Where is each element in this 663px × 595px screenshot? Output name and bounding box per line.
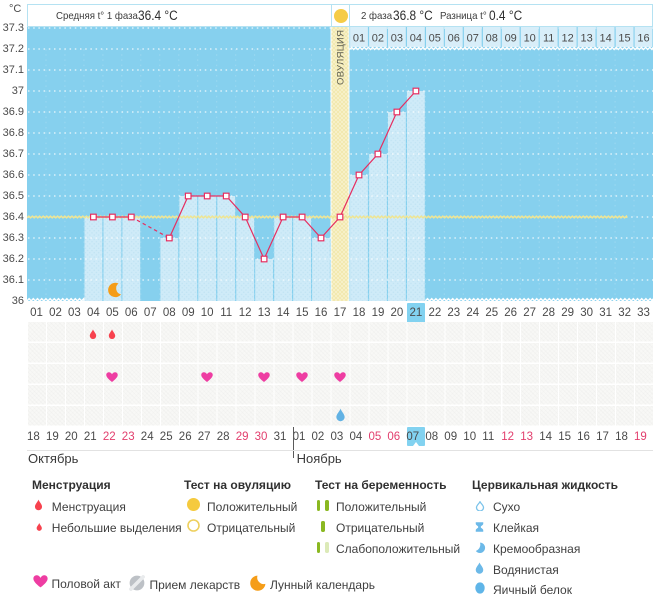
svg-text:14: 14 (599, 33, 611, 45)
svg-text:04: 04 (410, 33, 422, 45)
svg-text:05: 05 (429, 33, 441, 45)
svg-text:09: 09 (505, 33, 517, 45)
svg-text:08: 08 (486, 33, 498, 45)
svg-text:ОВУЛЯЦИЯ: ОВУЛЯЦИЯ (336, 30, 347, 85)
svg-text:10: 10 (524, 33, 536, 45)
svg-text:02: 02 (372, 33, 384, 45)
svg-text:16: 16 (637, 33, 649, 45)
svg-text:12: 12 (561, 33, 573, 45)
svg-text:06: 06 (448, 33, 460, 45)
svg-text:13: 13 (580, 33, 592, 45)
svg-text:01: 01 (353, 33, 365, 45)
svg-text:15: 15 (618, 33, 630, 45)
svg-text:11: 11 (543, 33, 554, 45)
svg-text:03: 03 (391, 33, 403, 45)
svg-text:07: 07 (467, 33, 479, 45)
